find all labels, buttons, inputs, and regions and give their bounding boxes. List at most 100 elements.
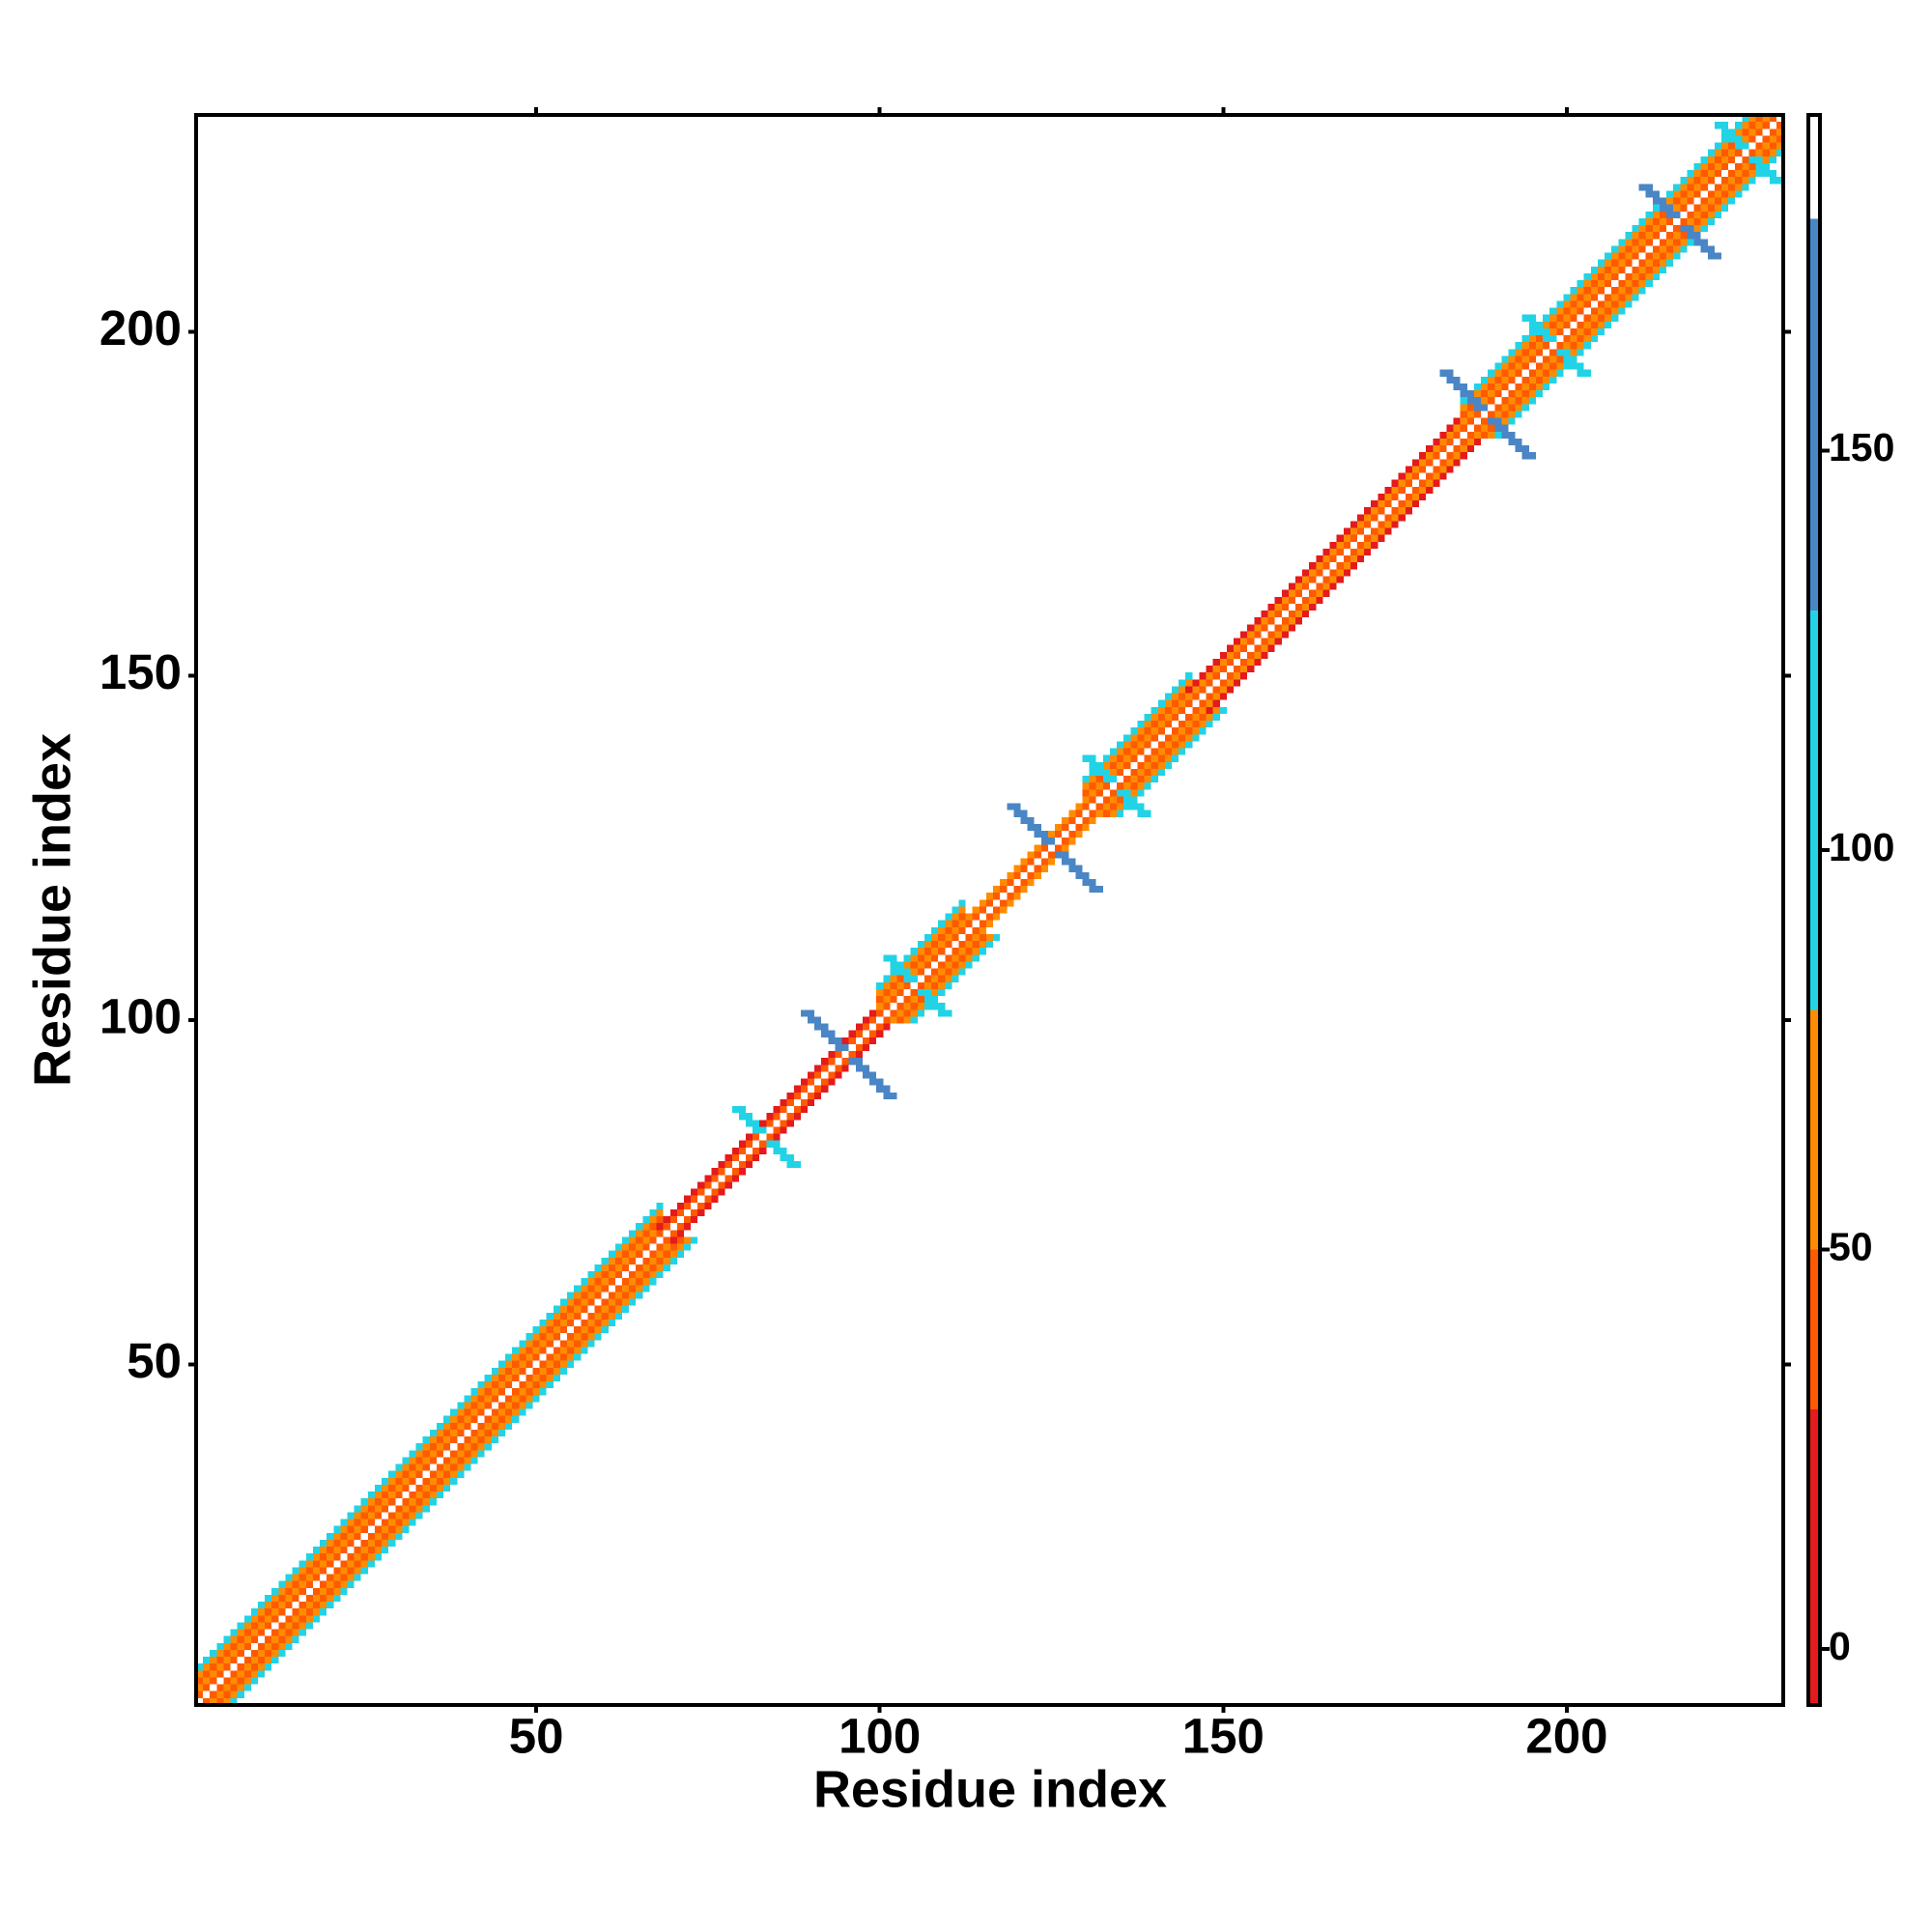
heatmap-cell bbox=[278, 1622, 286, 1630]
heatmap-cell bbox=[704, 1175, 712, 1182]
heatmap-cell bbox=[1075, 865, 1083, 872]
heatmap-cell bbox=[958, 954, 966, 962]
heatmap-cells bbox=[196, 115, 1783, 1705]
heatmap-cell bbox=[1605, 259, 1612, 267]
heatmap-cell bbox=[567, 1347, 575, 1354]
heatmap-cell bbox=[1618, 266, 1626, 273]
heatmap-cell bbox=[1267, 638, 1275, 645]
heatmap-cell bbox=[1034, 844, 1041, 852]
heatmap-cell bbox=[883, 996, 891, 1004]
heatmap-cell bbox=[1371, 534, 1378, 542]
heatmap-cell bbox=[1638, 280, 1646, 288]
heatmap-cell bbox=[464, 1408, 471, 1416]
heatmap-cell bbox=[1212, 658, 1220, 667]
heatmap-cell bbox=[340, 1532, 348, 1540]
heatmap-cell bbox=[223, 1684, 231, 1691]
heatmap-cell bbox=[1288, 582, 1296, 590]
heatmap-cell bbox=[1521, 390, 1529, 398]
heatmap-cell bbox=[1185, 672, 1193, 680]
heatmap-cell bbox=[1185, 679, 1193, 687]
heatmap-cell bbox=[271, 1602, 279, 1609]
heatmap-cell bbox=[1605, 321, 1612, 328]
heatmap-cell bbox=[210, 1670, 217, 1678]
heatmap-cell bbox=[1597, 300, 1605, 308]
heatmap-cell bbox=[1659, 217, 1667, 226]
heatmap-cell bbox=[553, 1312, 560, 1320]
heatmap-cell bbox=[1199, 686, 1207, 694]
heatmap-cell bbox=[1240, 666, 1248, 673]
heatmap-cell bbox=[312, 1615, 321, 1623]
heatmap-cell bbox=[415, 1512, 423, 1520]
heatmap-cell bbox=[230, 1677, 238, 1685]
heatmap-cell bbox=[1638, 239, 1646, 246]
heatmap-cell bbox=[608, 1292, 615, 1299]
heatmap-cell bbox=[258, 1657, 266, 1664]
colorbar-bin bbox=[1808, 1009, 1820, 1250]
heatmap-cell bbox=[1611, 259, 1619, 267]
heatmap-cell bbox=[382, 1505, 389, 1513]
heatmap-cell bbox=[1652, 197, 1660, 205]
heatmap-cell bbox=[484, 1443, 492, 1451]
heatmap-cell bbox=[793, 1092, 801, 1099]
heatmap-cell bbox=[1336, 562, 1344, 570]
heatmap-cell bbox=[1171, 699, 1179, 707]
heatmap-cell bbox=[890, 954, 897, 962]
heatmap-cell bbox=[642, 1285, 650, 1293]
heatmap-cell bbox=[1391, 514, 1399, 522]
heatmap-cell bbox=[1171, 706, 1179, 714]
heatmap-cell bbox=[965, 913, 973, 921]
heatmap-cell bbox=[1590, 266, 1598, 273]
heatmap-cell bbox=[1618, 287, 1626, 295]
heatmap-cell bbox=[1735, 177, 1743, 185]
heatmap-cell bbox=[388, 1512, 396, 1520]
heatmap-cell bbox=[1157, 727, 1165, 735]
heatmap-cell bbox=[559, 1367, 568, 1375]
heatmap-cell bbox=[1446, 431, 1454, 439]
heatmap-cell bbox=[491, 1408, 498, 1416]
heatmap-cell bbox=[1013, 810, 1021, 817]
heatmap-cell bbox=[581, 1278, 588, 1286]
heatmap-cell bbox=[1528, 397, 1536, 405]
heatmap-cell bbox=[1109, 810, 1118, 817]
heatmap-cell bbox=[1151, 713, 1158, 722]
heatmap-cell bbox=[1611, 252, 1619, 260]
heatmap-cell bbox=[258, 1649, 266, 1658]
heatmap-cell bbox=[237, 1622, 244, 1630]
heatmap-cell bbox=[320, 1608, 327, 1616]
heatmap-cell bbox=[1728, 190, 1736, 198]
heatmap-cell bbox=[532, 1326, 540, 1334]
heatmap-cell bbox=[1652, 190, 1660, 198]
heatmap-cell bbox=[402, 1519, 410, 1526]
heatmap-cell bbox=[374, 1539, 383, 1548]
heatmap-cell bbox=[1515, 362, 1522, 370]
heatmap-cell bbox=[237, 1649, 244, 1658]
heatmap-cell bbox=[450, 1463, 458, 1471]
heatmap-cell bbox=[1027, 816, 1035, 824]
heatmap-cell bbox=[415, 1498, 423, 1506]
heatmap-cell bbox=[1556, 300, 1564, 308]
heatmap-cell bbox=[1577, 307, 1584, 315]
heatmap-cell bbox=[656, 1264, 664, 1272]
heatmap-cell bbox=[539, 1381, 547, 1389]
heatmap-cell bbox=[1693, 177, 1701, 185]
heatmap-cell bbox=[766, 1140, 774, 1148]
heatmap-cell bbox=[1707, 190, 1715, 198]
heatmap-cell bbox=[559, 1353, 568, 1361]
heatmap-cell bbox=[1563, 307, 1571, 315]
heatmap-cell bbox=[1062, 851, 1069, 859]
heatmap-cell bbox=[759, 1120, 767, 1127]
heatmap-cell bbox=[718, 1181, 725, 1189]
heatmap-cell bbox=[1590, 287, 1598, 295]
heatmap-cell bbox=[1261, 644, 1268, 652]
heatmap-cell bbox=[1384, 486, 1392, 494]
heatmap-cell bbox=[786, 1113, 794, 1121]
heatmap-cell bbox=[1144, 776, 1151, 783]
heatmap-cell bbox=[1508, 411, 1516, 418]
heatmap-cell bbox=[587, 1271, 595, 1279]
heatmap-cell bbox=[890, 975, 897, 982]
heatmap-cell bbox=[360, 1560, 368, 1568]
heatmap-cell bbox=[512, 1374, 520, 1382]
heatmap-cell bbox=[1082, 878, 1090, 887]
heatmap-cell bbox=[298, 1615, 306, 1623]
heatmap-cell bbox=[993, 933, 1001, 942]
